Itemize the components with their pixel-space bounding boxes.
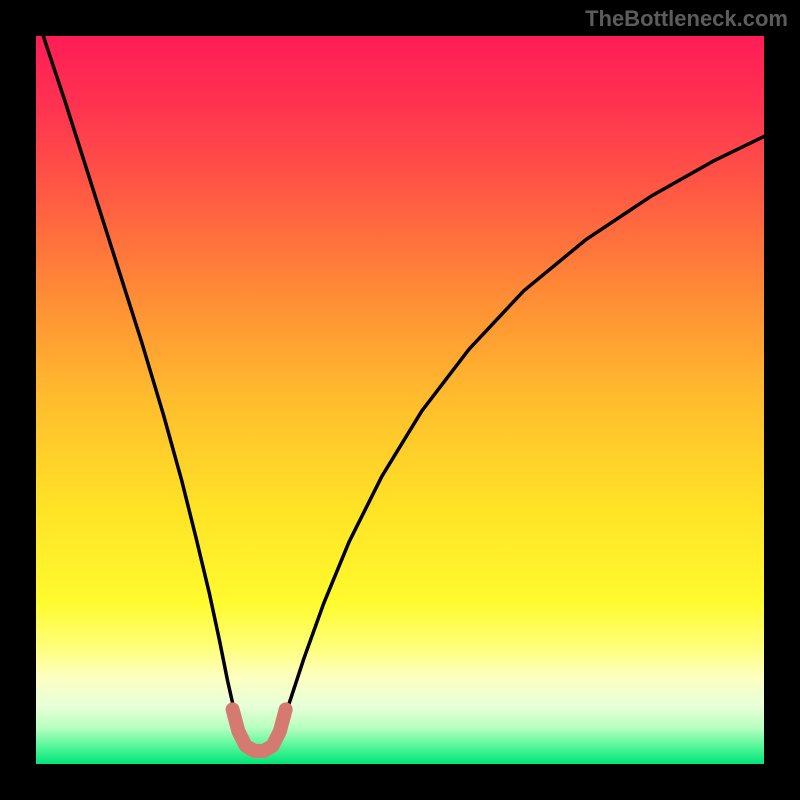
- valley-marker: [233, 709, 286, 750]
- watermark-text: TheBottleneck.com: [585, 6, 788, 32]
- plot-area: [36, 36, 764, 764]
- chart-svg: [36, 36, 764, 764]
- bottleneck-curve-left: [43, 36, 243, 739]
- canvas: TheBottleneck.com: [0, 0, 800, 800]
- bottleneck-curve-right: [276, 136, 764, 739]
